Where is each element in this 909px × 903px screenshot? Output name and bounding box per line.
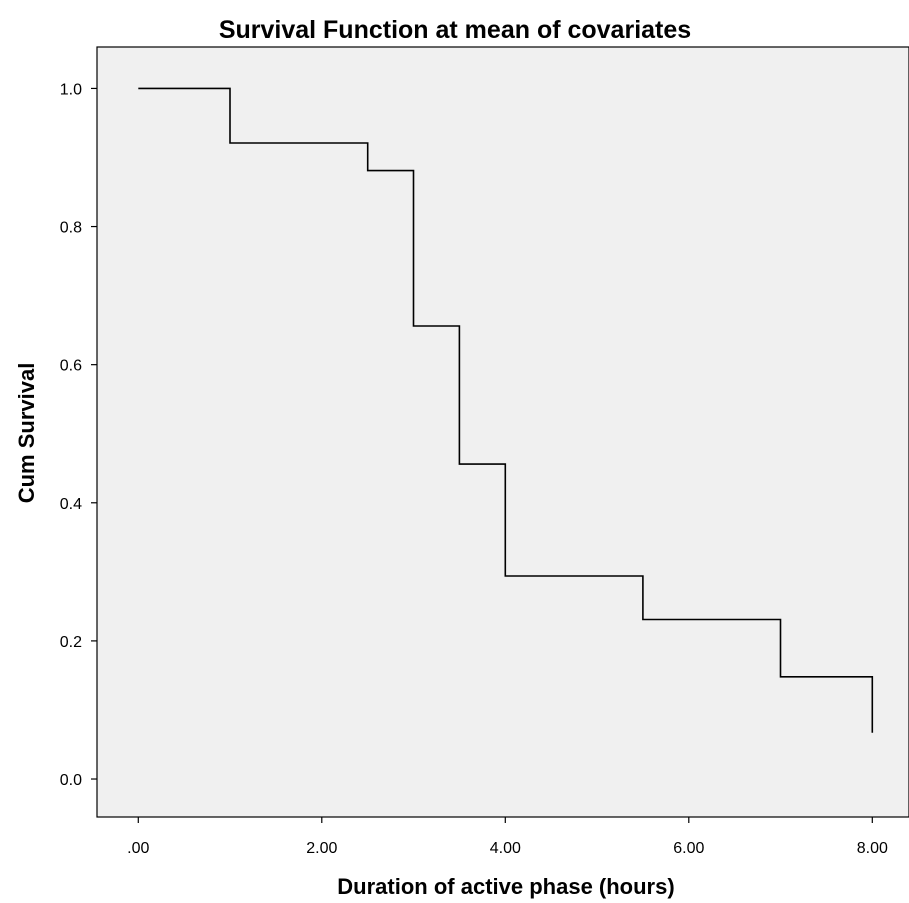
y-tick-label: 0.6 bbox=[60, 358, 82, 375]
y-axis-label: Cum Survival bbox=[14, 363, 39, 504]
x-tick-label: 6.00 bbox=[673, 840, 704, 857]
y-tick-label: 1.0 bbox=[60, 81, 82, 98]
y-axis: 0.0 0.2 0.4 0.6 0.8 1.0 bbox=[60, 81, 97, 789]
x-tick-label: 2.00 bbox=[306, 840, 337, 857]
x-tick-label: .00 bbox=[127, 840, 149, 857]
chart-title: Survival Function at mean of covariates bbox=[219, 16, 691, 44]
x-axis: .00 2.00 4.00 6.00 8.00 bbox=[127, 817, 888, 857]
x-axis-label: Duration of active phase (hours) bbox=[337, 874, 674, 899]
y-tick-label: 0.4 bbox=[60, 496, 82, 513]
plot-area bbox=[96, 46, 909, 818]
y-tick-label: 0.2 bbox=[60, 634, 82, 651]
y-tick-label: 0.8 bbox=[60, 220, 82, 237]
x-tick-label: 4.00 bbox=[490, 840, 521, 857]
survival-step-line bbox=[138, 87, 874, 733]
y-tick-label: 0.0 bbox=[60, 772, 82, 789]
x-tick-label: 8.00 bbox=[857, 840, 888, 857]
